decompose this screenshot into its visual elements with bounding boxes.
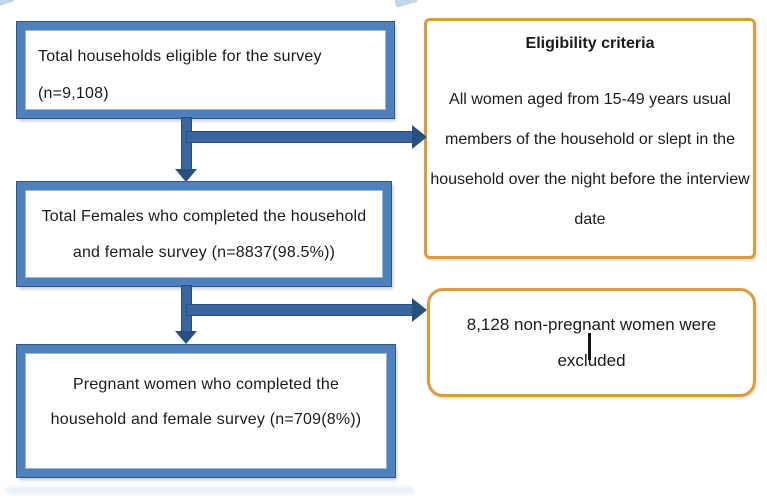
text-line: Total households eligible for the survey [38, 48, 322, 65]
text-line: excluded [557, 350, 626, 370]
box-total-females: Total Females who completed the househol… [16, 181, 392, 287]
arrowhead-right-icon [412, 125, 427, 149]
text-line: household and female survey (n=709(8%)) [50, 411, 362, 428]
box-pregnant-women: Pregnant women who completed the househo… [16, 344, 396, 478]
arrowhead-down-icon [175, 169, 197, 182]
arrowhead-down-icon [175, 331, 197, 344]
callout-eligibility-title: Eligibility criteria [525, 35, 655, 52]
text-line: 8,128 non-pregnant women were [466, 314, 717, 334]
callout-eligibility-body: All women aged from 15-49 years usual me… [430, 91, 750, 228]
connector-horizontal-1 [186, 131, 413, 143]
connector-vertical-1 [181, 117, 192, 170]
connector-horizontal-2 [186, 304, 413, 316]
callout-eligibility-criteria: Eligibility criteria All women aged from… [424, 18, 756, 259]
arrowhead-right-icon [412, 298, 427, 322]
text-line: and female survey (n=8837(98.5%)) [72, 244, 336, 261]
box-pregnant-women-text: Pregnant women who completed the househo… [25, 353, 387, 437]
box-total-females-text: Total Females who completed the househol… [25, 190, 383, 271]
text-line: Pregnant women who completed the [72, 376, 340, 393]
callout-excluded-women: 8,128 non-pregnant women were excluded [427, 288, 756, 397]
stray-mark [6, 487, 414, 494]
stray-mark [0, 0, 15, 7]
text-line: (n=9,108) [38, 85, 109, 102]
text-line: Total Females who completed the househol… [41, 208, 367, 225]
box-total-households-text: Total households eligible for the survey… [25, 30, 386, 112]
stray-mark [394, 0, 418, 8]
box-total-households: Total households eligible for the survey… [16, 21, 395, 119]
callout-excluded-text: 8,128 non-pregnant women were excluded [467, 307, 717, 379]
